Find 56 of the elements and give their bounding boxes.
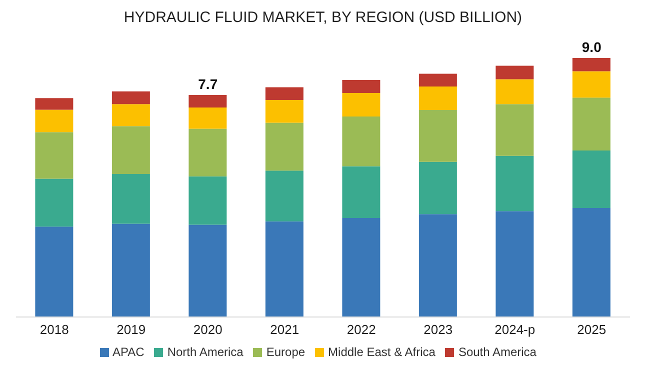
legend-label: North America (167, 345, 244, 359)
bar (112, 174, 150, 224)
bar (188, 176, 227, 225)
bar (112, 126, 150, 174)
bar (188, 107, 227, 129)
bar (188, 95, 227, 108)
bar (35, 132, 74, 179)
legend-label: APAC (112, 345, 144, 359)
legend-label: Middle East & Africa (328, 345, 436, 359)
bar (418, 110, 457, 162)
bar (265, 221, 304, 317)
chart-title: HYDRAULIC FLUID MARKET, BY REGION (USD BILLION) (122, 8, 524, 28)
x-tick-label: 2022 (346, 322, 376, 338)
bar (188, 224, 227, 317)
bar (418, 214, 457, 317)
bar (496, 211, 534, 317)
bar (342, 218, 380, 317)
bar (112, 224, 150, 317)
bar (496, 79, 534, 104)
bar (572, 98, 610, 150)
x-tick-label: 2021 (270, 322, 300, 338)
bar (188, 128, 227, 176)
bar (35, 178, 74, 227)
bar (342, 116, 380, 166)
bar (112, 104, 150, 126)
bar (265, 100, 304, 123)
bar (418, 86, 457, 110)
bar (35, 226, 74, 317)
bar (418, 74, 457, 86)
bar (572, 150, 610, 208)
x-tick-label: 2020 (193, 322, 222, 338)
annotation: 7.7 (198, 76, 218, 92)
bar (572, 71, 610, 98)
annotation: 9.0 (582, 39, 602, 55)
x-tick-label: 2024-p (494, 322, 536, 338)
bar (265, 170, 304, 222)
bar (496, 104, 534, 156)
bar (418, 162, 457, 214)
x-tick-label: 2023 (424, 322, 453, 338)
bar (265, 122, 304, 171)
bar (342, 80, 380, 93)
bar (496, 156, 534, 212)
bar (35, 98, 74, 110)
bar (35, 110, 74, 132)
bar (342, 166, 380, 218)
bar (112, 91, 150, 104)
x-tick-label: 2025 (577, 322, 606, 338)
x-tick-label: 2019 (116, 322, 146, 338)
bar (572, 208, 610, 317)
legend-label: South America (458, 345, 536, 359)
bar (265, 87, 304, 100)
x-tick-label: 2018 (40, 322, 69, 338)
bar (496, 66, 534, 80)
bar (572, 58, 610, 72)
bar (342, 92, 380, 117)
legend-label: Europe (266, 345, 306, 359)
